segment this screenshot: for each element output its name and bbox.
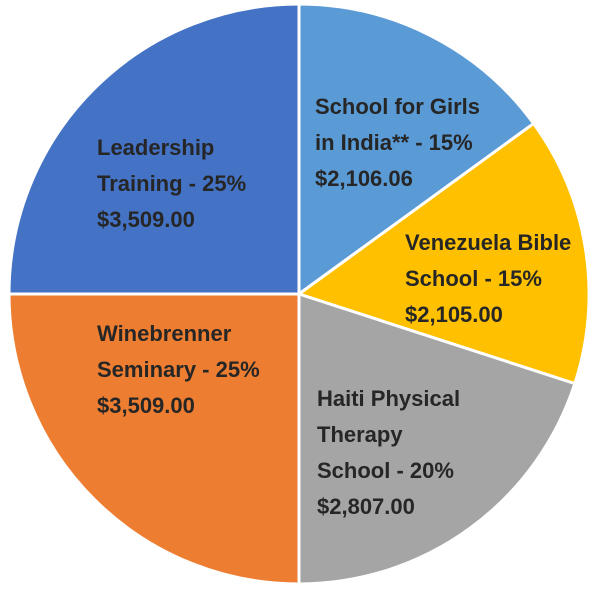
slice-label-5: Leadership Training - 25% $3,509.00 [97,135,246,232]
slice-label-1: School for Girls in India** - 15% $2,106.0… [315,94,480,191]
slice-label-line: Therapy [317,422,403,447]
slice-label-line: $3,509.00 [97,207,195,232]
pie-labels: School for Girls in India** - 15% $2,106.0… [97,94,571,519]
slice-label-line: Training - 25% [97,171,246,196]
pie-slice-4 [7,292,301,586]
slice-label-2: Venezuela Bible School - 15% $2,105.00 [405,230,571,327]
pie-slices [7,2,591,586]
slice-label-line: $2,106.06 [315,166,413,191]
slice-label-line: in India** - 15% [315,130,473,155]
slice-label-line: School for Girls [315,94,480,119]
slice-label-line: School - 15% [405,266,542,291]
slice-label-line: $2,807.00 [317,494,415,519]
slice-label-line: Haiti Physical [317,386,460,411]
pie-slice-5 [7,2,301,296]
slice-label-line: Seminary - 25% [97,357,260,382]
slice-label-line: Venezuela Bible [405,230,571,255]
slice-label-4: Winebrenner Seminary - 25% $3,509.00 [97,321,260,418]
slice-label-line: School - 20% [317,458,454,483]
pie-slice-3 [297,291,577,586]
slice-label-line: Leadership [97,135,214,160]
slice-label-line: $3,509.00 [97,393,195,418]
slice-label-line: Winebrenner [97,321,232,346]
slice-label-line: $2,105.00 [405,302,503,327]
pie-slice-2 [295,121,591,386]
pie-slice-1 [297,2,536,297]
slice-label-3: Haiti Physical Therapy School - 20% $2,807.… [317,386,460,519]
